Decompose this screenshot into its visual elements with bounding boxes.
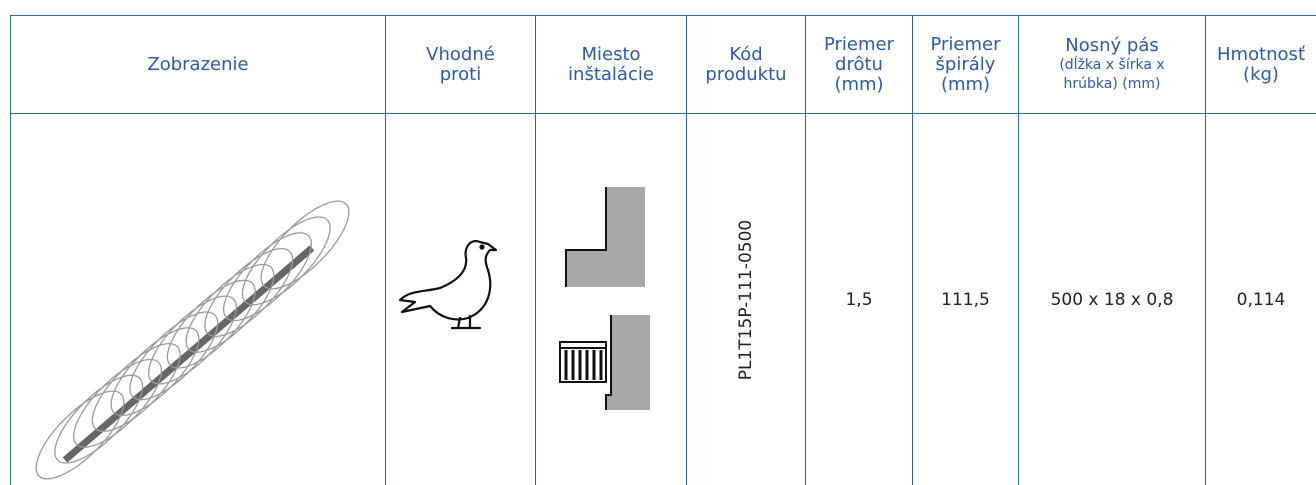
border: [1205, 15, 1206, 485]
body-cell: 500 x 18 x 0,8: [1019, 114, 1205, 485]
body-cell: 1,5: [806, 114, 912, 485]
border: [10, 15, 11, 485]
wall-icons: [559, 187, 650, 410]
header-cell: Kód produktu: [687, 16, 805, 113]
cell-text: 1,5: [845, 289, 873, 310]
header-cell: Vhodné proti: [386, 16, 535, 113]
header-text: inštalácie: [568, 63, 654, 85]
header-text: hrúbka) (mm): [1063, 75, 1161, 92]
cell-text: 500 x 18 x 0,8: [1050, 289, 1174, 310]
body-cell: 111,5: [913, 114, 1018, 485]
border: [10, 15, 1316, 16]
body-cell: 0,114: [1206, 114, 1316, 485]
border: [1018, 15, 1019, 485]
header-cell: Nosný pás (dĺžka x šírka x hrúbka) (mm): [1019, 16, 1205, 113]
header-text: produktu: [705, 63, 787, 85]
header-text: (dĺžka x šírka x: [1059, 56, 1165, 73]
border: [535, 15, 536, 485]
border: [10, 113, 1316, 114]
cell-text: 111,5: [941, 289, 990, 310]
header-text: (mm): [834, 73, 884, 95]
cell-text: 0,114: [1236, 289, 1286, 310]
header-text: Hmotnosť: [1217, 43, 1305, 65]
header-text: Kód: [729, 43, 763, 65]
header-cell: Hmotnosť (kg): [1206, 16, 1316, 113]
border: [686, 15, 687, 485]
header-text: Vhodné: [426, 43, 495, 65]
border: [912, 15, 913, 485]
border: [385, 15, 386, 485]
border: [805, 15, 806, 485]
header-text: Zobrazenie: [147, 53, 249, 75]
header-text: špirály: [935, 53, 996, 75]
header-cell: Priemer špirály (mm): [913, 16, 1018, 113]
header-text: (mm): [940, 73, 991, 95]
header-text: Miesto: [581, 43, 641, 65]
header-text: drôtu: [835, 53, 883, 75]
pigeon-icon: [398, 240, 498, 330]
header-text: Nosný pás: [1065, 34, 1159, 56]
header-text: Priemer: [930, 33, 1001, 55]
header-text: Priemer: [823, 33, 895, 55]
header-cell: Priemer drôtu (mm): [806, 16, 912, 113]
header-cell: Miesto inštalácie: [536, 16, 686, 113]
header-text: proti: [439, 63, 482, 85]
spiral-image: [35, 200, 350, 480]
header-text: (kg): [1243, 63, 1279, 85]
header-cell: Zobrazenie: [11, 16, 385, 113]
